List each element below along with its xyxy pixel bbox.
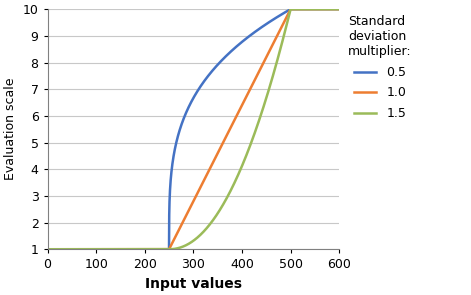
- Line: 0.5: 0.5: [48, 9, 339, 249]
- 0.5: [156, 248, 162, 251]
- 0.5: [299, 7, 305, 11]
- 0.5: [169, 165, 175, 168]
- 1.5: [156, 248, 162, 251]
- 1.0: [45, 248, 50, 251]
- 1.5: [331, 7, 336, 11]
- Line: 1.0: 1.0: [48, 9, 339, 249]
- 0.5: [288, 7, 293, 11]
- X-axis label: Input values: Input values: [145, 277, 242, 291]
- 0.5: [331, 7, 336, 11]
- 1.5: [336, 7, 342, 11]
- 1.5: [169, 248, 175, 251]
- 0.5: [78, 248, 84, 251]
- 1.5: [299, 7, 305, 11]
- 0.5: [336, 7, 342, 11]
- 1.0: [299, 7, 305, 11]
- 0.5: [95, 248, 101, 251]
- Y-axis label: Evaluation scale: Evaluation scale: [4, 78, 17, 181]
- 1.5: [95, 248, 101, 251]
- 1.0: [331, 7, 336, 11]
- 1.0: [169, 242, 175, 245]
- Legend: 0.5, 1.0, 1.5: 0.5, 1.0, 1.5: [348, 15, 412, 120]
- Line: 1.5: 1.5: [48, 9, 339, 249]
- 1.0: [336, 7, 342, 11]
- 1.5: [288, 7, 293, 11]
- 0.5: [45, 248, 50, 251]
- 1.5: [45, 248, 50, 251]
- 1.5: [78, 248, 84, 251]
- 1.0: [78, 248, 84, 251]
- 1.0: [156, 248, 162, 251]
- 1.0: [95, 248, 101, 251]
- 1.0: [288, 7, 293, 11]
